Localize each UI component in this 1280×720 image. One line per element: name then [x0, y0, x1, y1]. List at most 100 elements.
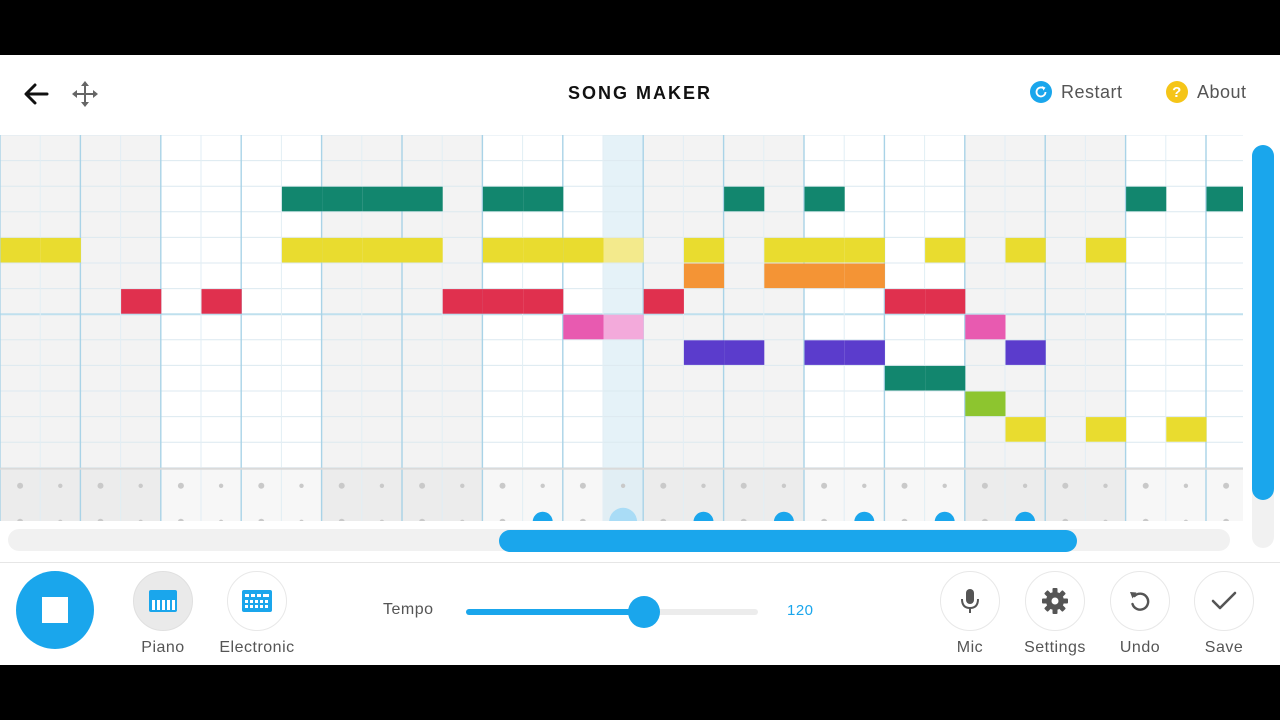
settings-button[interactable]: Settings: [1024, 571, 1085, 657]
percussion-dot: [660, 482, 667, 489]
save-button[interactable]: Save: [1194, 571, 1254, 657]
percussion-dot: [1223, 518, 1229, 521]
percussion-dot: [580, 518, 586, 521]
note-cell[interactable]: [1126, 186, 1167, 212]
note-cell[interactable]: [322, 237, 363, 263]
percussion-dot: [620, 483, 626, 488]
piano-instrument-button[interactable]: Piano: [133, 571, 193, 657]
percussion-hit[interactable]: [1015, 511, 1036, 521]
note-cell[interactable]: [40, 237, 81, 263]
percussion-dot: [740, 482, 747, 489]
note-cell[interactable]: [482, 186, 524, 212]
percussion-dot: [981, 482, 988, 489]
percussion-hit[interactable]: [532, 511, 553, 521]
vertical-scrollbar[interactable]: [1252, 145, 1274, 500]
note-cell[interactable]: [643, 289, 684, 314]
note-cell[interactable]: [804, 263, 845, 289]
note-cell[interactable]: [683, 237, 725, 263]
note-cell[interactable]: [402, 186, 443, 212]
mic-button[interactable]: Mic: [940, 571, 1000, 657]
note-cell[interactable]: [402, 237, 443, 263]
percussion-dot: [1062, 482, 1069, 489]
note-cell[interactable]: [563, 314, 604, 340]
percussion-hit[interactable]: [609, 507, 638, 521]
note-cell[interactable]: [201, 289, 242, 314]
percussion-hit[interactable]: [773, 511, 794, 521]
horizontal-scrollbar[interactable]: [499, 530, 1077, 552]
note-cell[interactable]: [362, 186, 403, 212]
percussion-dot: [218, 483, 224, 488]
undo-button[interactable]: Undo: [1110, 571, 1170, 657]
tempo-slider-handle[interactable]: [628, 596, 661, 628]
note-cell[interactable]: [523, 289, 564, 314]
note-cell[interactable]: [925, 237, 966, 263]
note-cell[interactable]: [322, 186, 363, 212]
note-cell[interactable]: [724, 186, 765, 212]
note-cell[interactable]: [804, 237, 845, 263]
tempo-slider-fill: [466, 609, 645, 615]
note-cell[interactable]: [482, 237, 524, 263]
note-cell[interactable]: [482, 289, 524, 314]
percussion-hit[interactable]: [854, 511, 875, 521]
percussion-dot: [1103, 519, 1108, 521]
stop-button[interactable]: [16, 571, 94, 649]
note-cell[interactable]: [281, 237, 323, 263]
note-cell[interactable]: [121, 289, 162, 314]
percussion-dot: [862, 483, 867, 488]
piano-label: Piano: [141, 639, 185, 656]
note-cell[interactable]: [1166, 417, 1207, 442]
percussion-dot: [138, 483, 143, 488]
electronic-label: Electronic: [219, 639, 295, 656]
note-cell[interactable]: [563, 237, 604, 263]
note-cell[interactable]: [523, 186, 564, 212]
back-arrow-icon[interactable]: [19, 77, 53, 111]
note-cell[interactable]: [1005, 237, 1046, 263]
note-cell[interactable]: [884, 289, 926, 314]
note-cell[interactable]: [1085, 417, 1127, 442]
note-cell[interactable]: [804, 340, 845, 365]
note-cell[interactable]: [925, 365, 966, 391]
move-arrows-icon[interactable]: [68, 77, 102, 111]
note-cell[interactable]: [965, 391, 1006, 417]
percussion-hit[interactable]: [934, 511, 955, 521]
note-cell[interactable]: [442, 289, 483, 314]
note-cell[interactable]: [683, 263, 725, 289]
note-cell[interactable]: [844, 237, 885, 263]
note-cell[interactable]: [1085, 237, 1127, 263]
note-cell[interactable]: [884, 365, 926, 391]
note-cell[interactable]: [683, 340, 725, 365]
note-cell[interactable]: [844, 340, 885, 365]
note-cell[interactable]: [965, 314, 1006, 340]
restart-button[interactable]: Restart: [1030, 81, 1123, 103]
note-grid[interactable]: [0, 135, 1243, 521]
percussion-dot: [460, 519, 465, 521]
note-cell[interactable]: [804, 186, 845, 212]
percussion-dot: [97, 518, 104, 521]
note-cell[interactable]: [603, 314, 644, 340]
note-cell[interactable]: [1206, 186, 1244, 212]
about-button[interactable]: ? About: [1166, 81, 1247, 103]
percussion-dot: [379, 519, 384, 521]
percussion-dot: [701, 483, 706, 488]
note-cell[interactable]: [1005, 340, 1046, 365]
note-cell[interactable]: [523, 237, 564, 263]
note-cell[interactable]: [764, 263, 805, 289]
percussion-dot: [499, 518, 506, 521]
note-cell[interactable]: [362, 237, 403, 263]
note-cell[interactable]: [1005, 417, 1046, 442]
percussion-hit[interactable]: [693, 511, 714, 521]
note-cell[interactable]: [925, 289, 966, 314]
note-cell[interactable]: [0, 237, 41, 263]
percussion-dot: [258, 518, 265, 521]
percussion-dot: [58, 519, 63, 521]
drum-machine-icon: [242, 590, 272, 612]
note-cell[interactable]: [724, 340, 765, 365]
note-cell[interactable]: [603, 237, 644, 263]
note-cell[interactable]: [844, 263, 885, 289]
about-label: About: [1197, 81, 1247, 102]
note-cell[interactable]: [764, 237, 805, 263]
electronic-instrument-button[interactable]: Electronic: [219, 571, 294, 657]
undo-icon: [1130, 592, 1150, 611]
stop-icon: [42, 597, 68, 623]
note-cell[interactable]: [281, 186, 323, 212]
